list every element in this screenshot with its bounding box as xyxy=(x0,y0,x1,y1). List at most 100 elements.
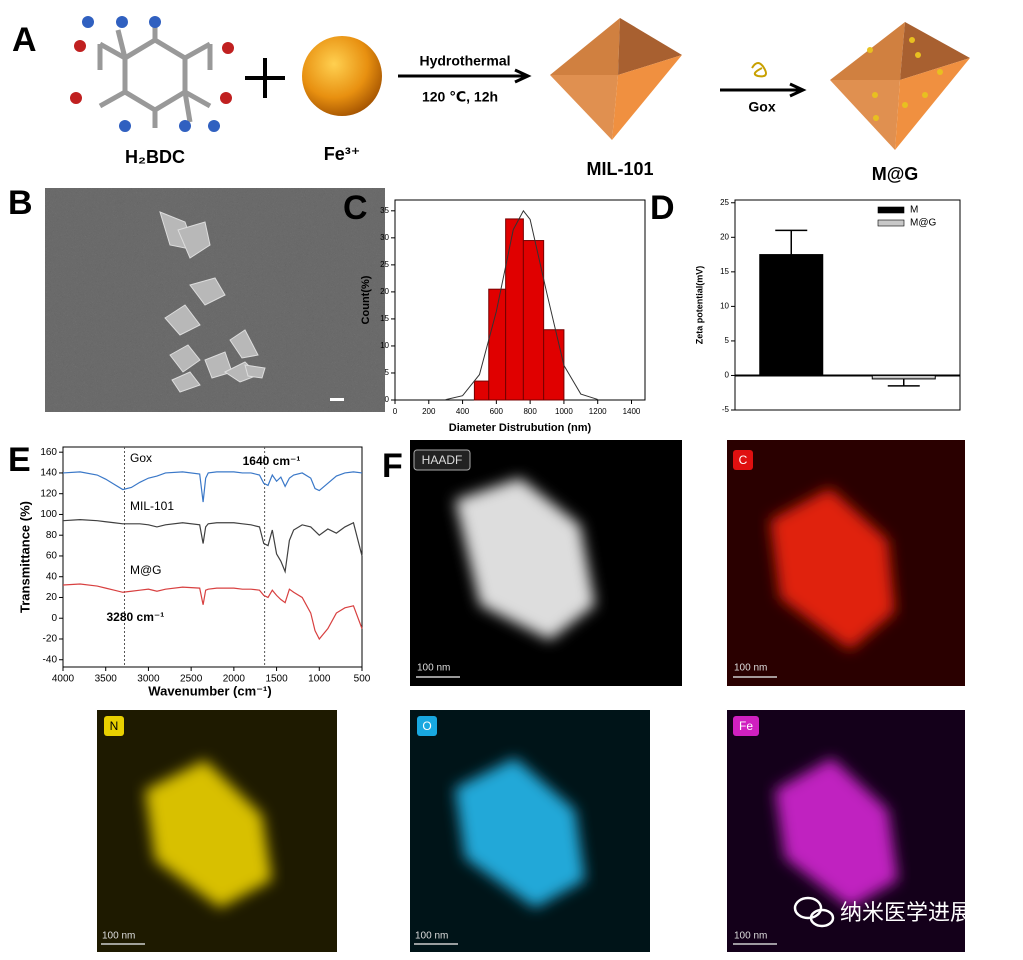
x-tick-label: 600 xyxy=(490,407,504,416)
plot-frame xyxy=(734,199,961,411)
y-tick-label: 140 xyxy=(40,468,57,479)
scale-bar-label: 100 nm xyxy=(734,931,767,942)
panel-label: E xyxy=(8,441,31,479)
map-labels: HAADF C N O Fe 100 nm 100 nm 100 nm 100 … xyxy=(101,449,777,945)
map-label: C xyxy=(739,453,748,467)
reactant-label: H₂BDC xyxy=(125,147,185,167)
y-tick-label: 80 xyxy=(46,530,58,541)
y-tick-label: 10 xyxy=(720,301,729,310)
step-label: Gox xyxy=(748,99,775,115)
error-bar xyxy=(775,229,808,255)
annotation: 1640 cm⁻¹ xyxy=(243,454,301,468)
step-label: 120 ℃, 12h xyxy=(422,89,498,105)
x-tick-label: 400 xyxy=(456,407,470,416)
y-tick-label: 10 xyxy=(380,341,389,350)
arrow xyxy=(720,82,807,98)
x-tick-label: 1500 xyxy=(265,674,288,685)
y-tick-label: -40 xyxy=(43,654,58,665)
y-tick-label: 160 xyxy=(40,447,57,458)
gox-icon xyxy=(751,62,767,78)
x-tick-label: 200 xyxy=(422,407,436,416)
map-label: N xyxy=(110,719,119,733)
arrow xyxy=(398,68,532,84)
x-tick-label: 2500 xyxy=(180,674,203,685)
panel-label: B xyxy=(8,184,33,222)
histogram-bar xyxy=(473,380,490,401)
scale-bar-label: 100 nm xyxy=(734,663,767,674)
spectrum-line xyxy=(62,519,363,574)
y-tick-label: 15 xyxy=(380,314,389,323)
panel-label: D xyxy=(650,189,675,227)
step-label: Hydrothermal xyxy=(419,53,510,69)
x-tick-label: 1200 xyxy=(589,407,607,416)
y-tick-label: 0 xyxy=(725,371,730,380)
x-tick-label: 3000 xyxy=(137,674,160,685)
x-tick-label: 1400 xyxy=(623,407,641,416)
histogram-bar xyxy=(522,240,545,401)
molecule xyxy=(97,22,213,128)
octahedron xyxy=(830,22,970,150)
y-tick-label: -20 xyxy=(43,634,58,645)
y-tick-label: 60 xyxy=(46,551,58,562)
fe-sphere xyxy=(302,36,382,116)
scale-bar-label: 100 nm xyxy=(417,663,450,674)
y-tick-label: 30 xyxy=(380,233,389,242)
y-tick-label: 15 xyxy=(720,267,729,276)
series-label: Gox xyxy=(130,451,152,465)
legend-label: M xyxy=(910,205,918,216)
y-axis-label: Count(%) xyxy=(360,275,372,324)
y-tick-label: 0 xyxy=(385,395,390,404)
y-tick-label: 40 xyxy=(46,571,58,582)
histogram-bar xyxy=(505,218,524,401)
y-tick-label: 20 xyxy=(380,287,389,296)
series-label: MIL-101 xyxy=(130,499,174,513)
bar xyxy=(871,374,936,380)
y-axis-label: Transmittance (%) xyxy=(17,501,32,613)
fit-curve xyxy=(445,209,598,401)
spectrum-line xyxy=(62,583,363,641)
annotation: 3280 cm⁻¹ xyxy=(107,610,165,624)
map-label: O xyxy=(422,719,431,733)
map-label: Fe xyxy=(739,719,753,733)
legend-swatch xyxy=(877,206,905,214)
x-tick-label: 1000 xyxy=(308,674,331,685)
maps xyxy=(97,440,965,952)
panel-label: F xyxy=(382,447,403,485)
octahedron xyxy=(550,18,682,140)
y-tick-label: 0 xyxy=(51,613,57,624)
spectrum-line xyxy=(62,471,363,503)
y-tick-label: 25 xyxy=(380,260,389,269)
plus xyxy=(245,58,285,98)
y-tick-label: 20 xyxy=(720,232,729,241)
histogram-bar xyxy=(543,329,565,401)
y-tick-label: 120 xyxy=(40,488,57,499)
x-axis-label: Wavenumber (cm⁻¹) xyxy=(148,683,271,698)
x-tick-label: 0 xyxy=(393,407,398,416)
reactant-label: Fe³⁺ xyxy=(324,144,361,164)
panel-label: A xyxy=(12,21,37,59)
panel-label: C xyxy=(343,189,368,227)
x-tick-label: 1000 xyxy=(555,407,573,416)
bar xyxy=(759,254,824,376)
legend-swatch xyxy=(877,219,905,227)
y-tick-label: -5 xyxy=(722,405,730,414)
y-tick-label: 5 xyxy=(385,368,390,377)
error-bar xyxy=(887,378,920,387)
scale-bar-label: 100 nm xyxy=(102,931,135,942)
legend-label: M@G xyxy=(910,218,936,229)
sem-image xyxy=(45,188,385,412)
x-tick-label: 3500 xyxy=(95,674,118,685)
x-tick-label: 4000 xyxy=(52,674,75,685)
y-tick-label: 35 xyxy=(380,206,389,215)
watermark-text: 纳米医学进展 xyxy=(840,900,972,925)
plot-frame xyxy=(62,446,363,668)
product-label: M@G xyxy=(872,164,919,184)
y-tick-label: 20 xyxy=(46,592,58,603)
product-label: MIL-101 xyxy=(586,159,653,179)
y-axis-label: Zeta potential(mV) xyxy=(694,266,704,345)
x-tick-label: 2000 xyxy=(223,674,246,685)
atoms xyxy=(70,16,234,132)
y-tick-label: 100 xyxy=(40,509,57,520)
scale-bar-label: 100 nm xyxy=(415,931,448,942)
